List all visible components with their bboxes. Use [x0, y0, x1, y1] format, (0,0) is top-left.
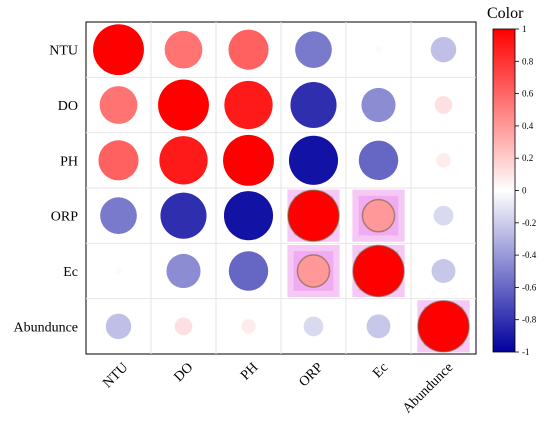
corr-circle-do-ec	[361, 87, 396, 123]
corr-circle-orp-abundunce	[433, 205, 454, 226]
row-labels: NTU DO PH ORP Ec Abundunce	[13, 44, 78, 336]
corr-circle-ph-do	[159, 136, 208, 185]
row-label-ph: PH	[60, 154, 78, 169]
corr-circle-orp-ntu	[100, 197, 137, 235]
colorbar-ticks: 1 0.8 0.6 0.4 0.2 0 -0.2 -0.4 -0.6 -0.8 -1	[515, 24, 537, 357]
corr-circle-ntu-ph	[228, 29, 269, 70]
corr-circle-ec-do	[166, 253, 201, 289]
corr-circle-orp-ec	[361, 198, 396, 233]
colorbar	[492, 28, 516, 353]
corr-circle-ec-ec	[352, 244, 405, 298]
column-label-ec: Ec	[370, 360, 391, 381]
corr-circle-ph-orp	[288, 135, 339, 185]
corr-circle-ntu-do	[164, 30, 203, 69]
corr-circle-ec-abundunce	[431, 259, 456, 283]
corr-circle-do-abundunce	[434, 96, 453, 114]
colorbar-tick-label: -0.4	[522, 250, 537, 260]
corr-circle-ph-ntu	[98, 140, 139, 181]
correlation-circles	[93, 24, 470, 353]
colorbar-tick-label: 0.2	[522, 153, 533, 163]
corr-circle-abundunce-ntu	[105, 313, 132, 340]
corr-circle-orp-ph	[223, 191, 274, 241]
column-label-abundunce: Abundunce	[400, 360, 456, 416]
legend-title: Color	[487, 5, 524, 22]
column-labels: NTU DO PH ORP Ec Abundunce	[100, 360, 456, 416]
colorbar-tick-label: 0.6	[522, 89, 534, 99]
corr-circle-abundunce-ec	[366, 314, 391, 339]
corr-circle-abundunce-ph	[241, 319, 256, 334]
colorbar-tick-label: 0.4	[522, 121, 534, 131]
corr-circle-orp-orp	[287, 189, 340, 242]
corr-circle-do-do	[158, 79, 209, 131]
colorbar-tick-label: 1	[522, 24, 527, 34]
colorbar-tick-label: -1	[522, 347, 530, 357]
corr-circle-abundunce-orp	[303, 316, 324, 337]
column-label-do: DO	[171, 360, 196, 385]
row-label-ec: Ec	[63, 265, 78, 280]
corr-circle-do-ntu	[99, 86, 138, 124]
grid-lines	[86, 22, 476, 354]
colorbar-tick-label: -0.6	[522, 282, 537, 292]
colorbar-tick-label: -0.2	[522, 218, 536, 228]
corr-circle-ph-ec	[358, 140, 399, 181]
corr-circle-ph-abundunce	[436, 153, 451, 168]
corr-circle-ec-orp	[296, 254, 331, 288]
colorbar-tick-label: -0.8	[522, 315, 537, 325]
corr-circle-ntu-ntu	[93, 24, 144, 76]
corr-circle-ec-ph	[228, 251, 269, 291]
column-label-orp: ORP	[296, 360, 326, 390]
corr-circle-abundunce-do	[174, 317, 193, 336]
corr-circle-ph-ph	[223, 134, 274, 186]
corr-circle-do-ph	[224, 80, 273, 130]
row-label-ntu: NTU	[49, 44, 78, 59]
colorbar-tick-label: 0.8	[522, 56, 534, 66]
column-label-ph: PH	[238, 360, 261, 383]
corr-circle-ntu-ec	[374, 46, 383, 54]
colorbar-tick-label: 0	[522, 186, 527, 196]
corr-circle-orp-do	[160, 192, 207, 239]
corr-circle-abundunce-abundunce	[417, 300, 470, 353]
corr-circle-ntu-orp	[295, 31, 332, 69]
corr-circle-ntu-abundunce	[430, 36, 457, 63]
corr-circle-ec-ntu	[114, 267, 123, 275]
row-label-do: DO	[58, 99, 78, 114]
column-label-ntu: NTU	[100, 360, 131, 391]
corr-circle-do-orp	[290, 81, 337, 129]
row-label-orp: ORP	[51, 210, 78, 225]
row-label-abundunce: Abundunce	[13, 320, 78, 335]
